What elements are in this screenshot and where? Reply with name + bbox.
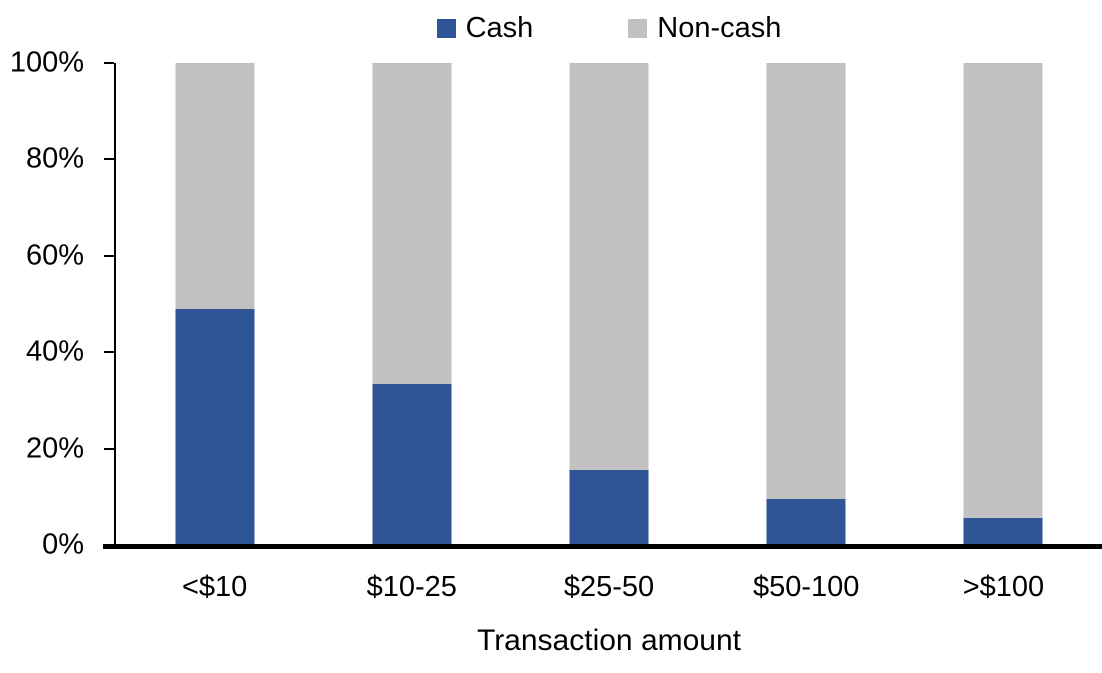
- y-axis-tick: [104, 351, 114, 354]
- category-column: [510, 63, 707, 545]
- plot-area: [103, 62, 1102, 549]
- x-axis-category-label: >$100: [962, 571, 1045, 603]
- stacked-bar-1: [175, 63, 255, 545]
- y-axis-tick-label: 20%: [25, 432, 84, 465]
- y-axis-tick: [104, 62, 114, 64]
- y-axis-tick-label: 60%: [25, 239, 84, 272]
- bar-segment-noncash: [766, 63, 846, 500]
- cash-legend-swatch-icon: [436, 19, 456, 39]
- x-axis-category-label: $50-100: [752, 571, 860, 603]
- x-axis-category-label: <$10: [181, 571, 248, 603]
- bar-segment-noncash: [175, 63, 255, 309]
- category-column: [313, 63, 510, 545]
- x-axis-category-labels: <$10 $10-25 $25-50 $50-100 >$100: [116, 571, 1102, 604]
- cash-legend-label: Cash: [465, 12, 534, 44]
- category-column: [116, 63, 313, 545]
- y-axis-tick-label: 0%: [42, 528, 84, 561]
- stacked-bar-4: [766, 63, 846, 545]
- bar-segment-noncash: [372, 63, 452, 384]
- x-axis-baseline: [103, 544, 1102, 549]
- y-axis-tick: [104, 447, 114, 450]
- y-axis-labels: 0% 20% 40% 60% 80% 100%: [0, 48, 104, 559]
- y-axis-tick-label: 100%: [9, 46, 84, 79]
- bar-segment-cash: [963, 518, 1043, 545]
- bar-columns: [116, 63, 1102, 545]
- y-axis-tick-label: 40%: [25, 335, 84, 368]
- legend-item-cash: Cash: [436, 12, 534, 45]
- stacked-bar-5: [963, 63, 1043, 545]
- bar-segment-cash: [569, 470, 649, 545]
- y-axis-tick: [104, 158, 114, 161]
- category-column: [905, 63, 1102, 545]
- noncash-legend-label: Non-cash: [657, 12, 782, 44]
- bar-segment-cash: [766, 499, 846, 545]
- x-axis-category-label: $10-25: [366, 571, 457, 603]
- noncash-legend-swatch-icon: [628, 19, 648, 39]
- bar-segment-cash: [372, 383, 452, 545]
- y-axis-tick: [104, 544, 114, 546]
- x-axis-title: Transaction amount: [476, 624, 742, 657]
- category-column: [708, 63, 905, 545]
- y-axis-tick: [104, 254, 114, 257]
- x-axis-category-label: $25-50: [563, 571, 655, 603]
- bar-segment-noncash: [963, 63, 1043, 519]
- y-axis-line: [114, 63, 116, 548]
- stacked-bar-3: [569, 63, 649, 545]
- legend: Cash Non-cash: [116, 12, 1102, 45]
- bar-segment-cash: [175, 308, 255, 545]
- stacked-bar-2: [372, 63, 452, 545]
- legend-item-noncash: Non-cash: [628, 12, 782, 45]
- bar-segment-noncash: [569, 63, 649, 471]
- y-axis-tick-label: 80%: [25, 142, 84, 175]
